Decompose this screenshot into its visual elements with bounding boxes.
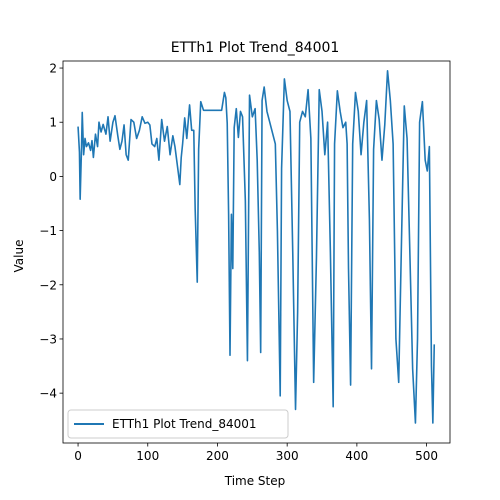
- x-tick-label: 300: [276, 449, 299, 463]
- y-tick-label: −4: [39, 387, 57, 401]
- y-tick-label: −1: [39, 224, 57, 238]
- legend: ETTh1 Plot Trend_84001: [67, 409, 289, 439]
- legend-box: [67, 409, 289, 439]
- x-tick-label: 400: [345, 449, 368, 463]
- x-tick-label: 100: [136, 449, 159, 463]
- chart-title: ETTh1 Plot Trend_84001: [171, 40, 340, 56]
- y-tick-label: −2: [39, 278, 57, 292]
- x-tick-label: 500: [415, 449, 438, 463]
- x-tick-label: 0: [74, 449, 82, 463]
- series-line-0: [77, 69, 436, 424]
- y-axis-label: Value: [12, 240, 26, 273]
- x-tick-label: 200: [206, 449, 229, 463]
- legend-label: ETTh1 Plot Trend_84001: [112, 417, 257, 431]
- y-tick-label: −3: [39, 332, 57, 346]
- plot-area: [77, 69, 436, 424]
- axes: 0 100 200 300 400 500 −4 −3 −2 −1 0 1 2: [39, 60, 451, 463]
- x-axis-label: Time Step: [224, 474, 286, 488]
- y-tick-label: 1: [49, 116, 57, 130]
- axes-frame: [62, 60, 451, 444]
- y-tick-label: 0: [49, 170, 57, 184]
- y-tick-label: 2: [49, 62, 57, 76]
